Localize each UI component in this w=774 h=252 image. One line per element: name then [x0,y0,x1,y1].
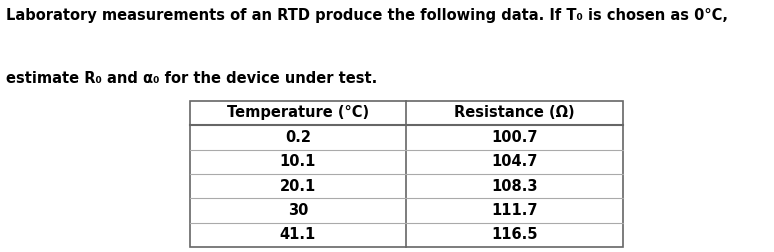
Text: 111.7: 111.7 [491,203,538,218]
Text: estimate R₀ and α₀ for the device under test.: estimate R₀ and α₀ for the device under … [6,71,378,86]
Text: 108.3: 108.3 [491,179,538,194]
Text: 104.7: 104.7 [491,154,538,169]
Text: 100.7: 100.7 [491,130,538,145]
Text: 10.1: 10.1 [280,154,316,169]
Text: Temperature (°C): Temperature (°C) [227,106,369,120]
Text: 116.5: 116.5 [491,227,538,242]
Text: Resistance (Ω): Resistance (Ω) [454,106,575,120]
Text: 0.2: 0.2 [285,130,311,145]
Text: 20.1: 20.1 [280,179,316,194]
Text: Laboratory measurements of an RTD produce the following data. If T₀ is chosen as: Laboratory measurements of an RTD produc… [6,8,728,23]
Text: 30: 30 [288,203,308,218]
Text: 41.1: 41.1 [280,227,316,242]
